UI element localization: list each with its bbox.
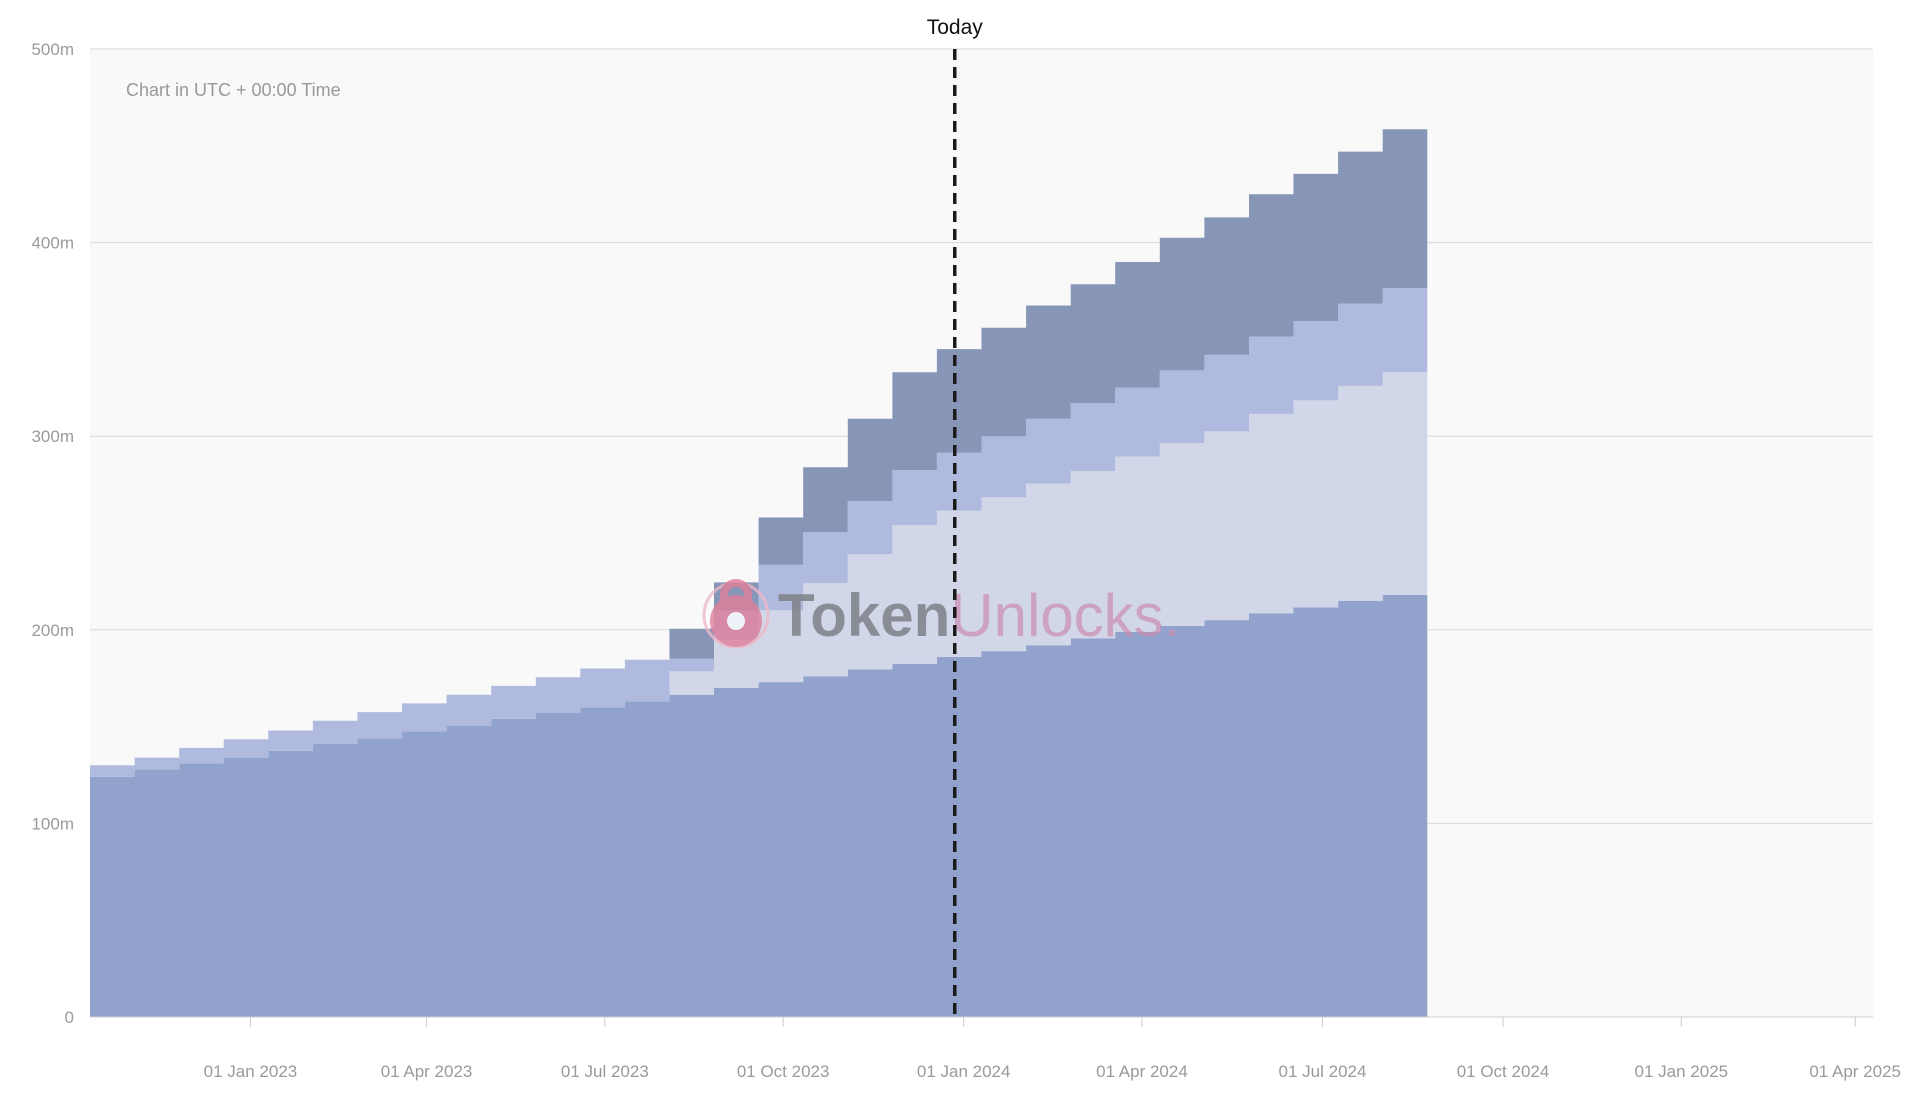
y-tick-label: 100m [31, 814, 74, 833]
series-area-4 [90, 129, 1428, 766]
y-tick-label: 300m [31, 427, 74, 446]
padlock-icon-keyhole [727, 612, 745, 630]
x-tick-label: 01 Oct 2023 [737, 1062, 830, 1081]
x-tick-label: 01 Apr 2025 [1809, 1062, 1901, 1081]
watermark-brand-unlocks: Unlocks. [950, 582, 1180, 649]
padlock-icon [702, 579, 770, 649]
series-area-1 [90, 595, 1428, 1017]
x-tick-label: 01 Jan 2023 [204, 1062, 298, 1081]
padlock-icon-shackle [720, 579, 752, 609]
x-tick-label: 01 Apr 2024 [1096, 1062, 1188, 1081]
x-tick-label: 01 Apr 2023 [381, 1062, 473, 1081]
today-label: Today [927, 16, 984, 39]
series-area-2 [90, 372, 1428, 777]
y-tick-label: 500m [31, 40, 74, 59]
stacked-areas [90, 129, 1428, 1017]
watermark-brand-token: Token [778, 582, 950, 649]
x-tick-label: 01 Oct 2024 [1457, 1062, 1550, 1081]
x-tick-label: 01 Jan 2024 [917, 1062, 1011, 1081]
watermark: TokenUnlocks. [702, 579, 1180, 649]
today-marker: Today [927, 16, 984, 1017]
x-tick-label: 01 Jul 2023 [561, 1062, 649, 1081]
axes: 0 100m 200m 300m 400m 500m 01 Jan 2023 01 Apr 2… [31, 40, 1901, 1081]
x-tick-label: 01 Jul 2024 [1279, 1062, 1367, 1081]
series-area-3 [90, 288, 1428, 777]
y-tick-label: 200m [31, 621, 74, 640]
watermark-text: TokenUnlocks. [778, 582, 1180, 649]
y-tick-label: 400m [31, 234, 74, 253]
timezone-note: Chart in UTC + 00:00 Time [126, 80, 341, 100]
y-tick-label: 0 [65, 1008, 74, 1027]
x-tick-label: 01 Jan 2025 [1635, 1062, 1729, 1081]
